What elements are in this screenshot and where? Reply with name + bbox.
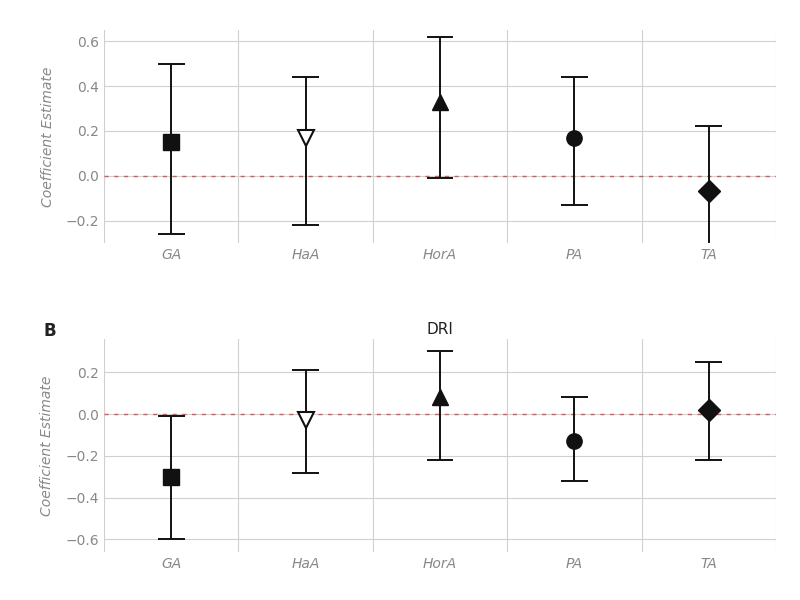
Y-axis label: Coefficient Estimate: Coefficient Estimate xyxy=(41,67,54,207)
Text: DRI: DRI xyxy=(426,322,454,337)
Text: B: B xyxy=(43,322,56,340)
Y-axis label: Coefficient Estimate: Coefficient Estimate xyxy=(41,375,54,515)
